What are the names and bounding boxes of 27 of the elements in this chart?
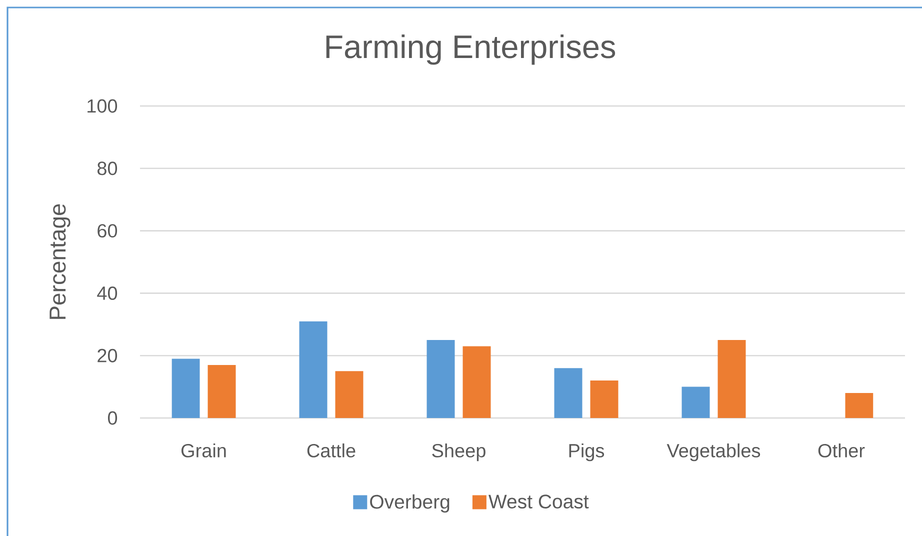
y-tick-label: 60 (98, 224, 118, 238)
x-tick-label: Pigs (569, 443, 604, 462)
x-tick-label: Grain (181, 443, 226, 458)
chart-title: Farming Enterprises (326, 34, 616, 65)
bar (462, 346, 491, 418)
y-tick-label: 40 (97, 286, 118, 300)
y-tick-label: 80 (98, 162, 118, 176)
y-axis-title: Percentage (50, 204, 70, 319)
x-tick-label: Vegetables (666, 443, 760, 462)
bar (208, 364, 236, 418)
y-tick-label: 100 (88, 99, 118, 113)
legend-label: West Coast (488, 494, 589, 508)
x-tick-label: Cattle (307, 443, 356, 458)
x-tick-label: Other (818, 443, 865, 458)
bar (554, 368, 582, 418)
legend-label: Overberg (370, 494, 450, 513)
bar (682, 386, 710, 418)
bar (590, 380, 618, 418)
y-tick-label: 20 (98, 348, 118, 362)
bar (172, 358, 200, 418)
bar (335, 371, 364, 418)
x-tick-label: Sheep (432, 443, 486, 462)
y-tick-label: 0 (108, 411, 118, 425)
bar (718, 340, 746, 418)
bar (845, 393, 874, 418)
bar (299, 321, 328, 418)
bar (426, 340, 455, 418)
